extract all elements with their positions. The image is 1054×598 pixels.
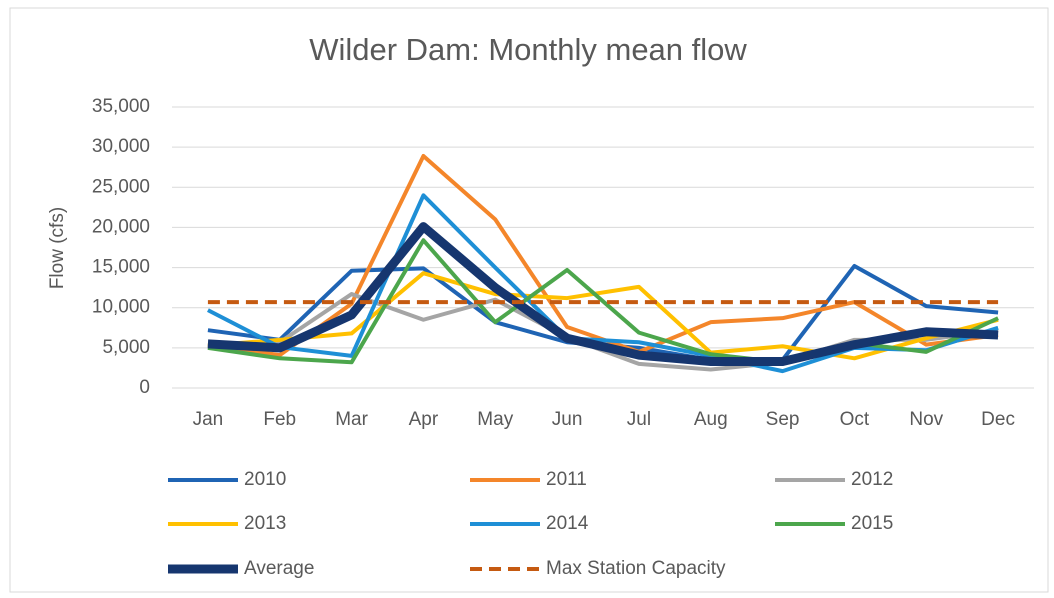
x-tick-label: Oct (840, 409, 870, 430)
x-tick-label: Apr (409, 409, 439, 430)
y-tick-label: 10,000 (92, 297, 150, 318)
x-tick-label: Dec (981, 409, 1015, 430)
series-line (207, 193, 999, 374)
series-line (207, 271, 999, 361)
legend-label: 2013 (244, 513, 286, 534)
x-tick-label: May (477, 409, 513, 430)
y-tick-label: 5,000 (102, 337, 150, 358)
y-tick-label: 15,000 (92, 257, 150, 278)
x-tick-label: Aug (694, 409, 728, 430)
x-tick-label: Jan (193, 409, 224, 430)
legend-label: 2012 (851, 469, 893, 490)
chart-title: Wilder Dam: Monthly mean flow (309, 32, 747, 67)
y-tick-label: 20,000 (92, 216, 150, 237)
series-line (207, 222, 999, 367)
legend-label: Max Station Capacity (546, 558, 726, 579)
x-tick-label: Nov (909, 409, 943, 430)
y-axis-label: Flow (cfs) (47, 207, 68, 289)
legend-label: Average (244, 558, 314, 579)
x-tick-label: Sep (766, 409, 800, 430)
y-tick-label: 35,000 (92, 96, 150, 117)
x-tick-label: Mar (335, 409, 368, 430)
y-tick-label: 0 (139, 377, 150, 398)
x-tick-label: Jun (552, 409, 583, 430)
legend-label: 2015 (851, 513, 893, 534)
y-tick-label: 30,000 (92, 136, 150, 157)
x-tick-label: Jul (627, 409, 651, 430)
legend-label: 2011 (546, 469, 587, 490)
legend-label: 2014 (546, 513, 589, 534)
legend-label: 2010 (244, 469, 286, 490)
y-tick-label: 25,000 (92, 176, 150, 197)
x-tick-label: Feb (263, 409, 296, 430)
